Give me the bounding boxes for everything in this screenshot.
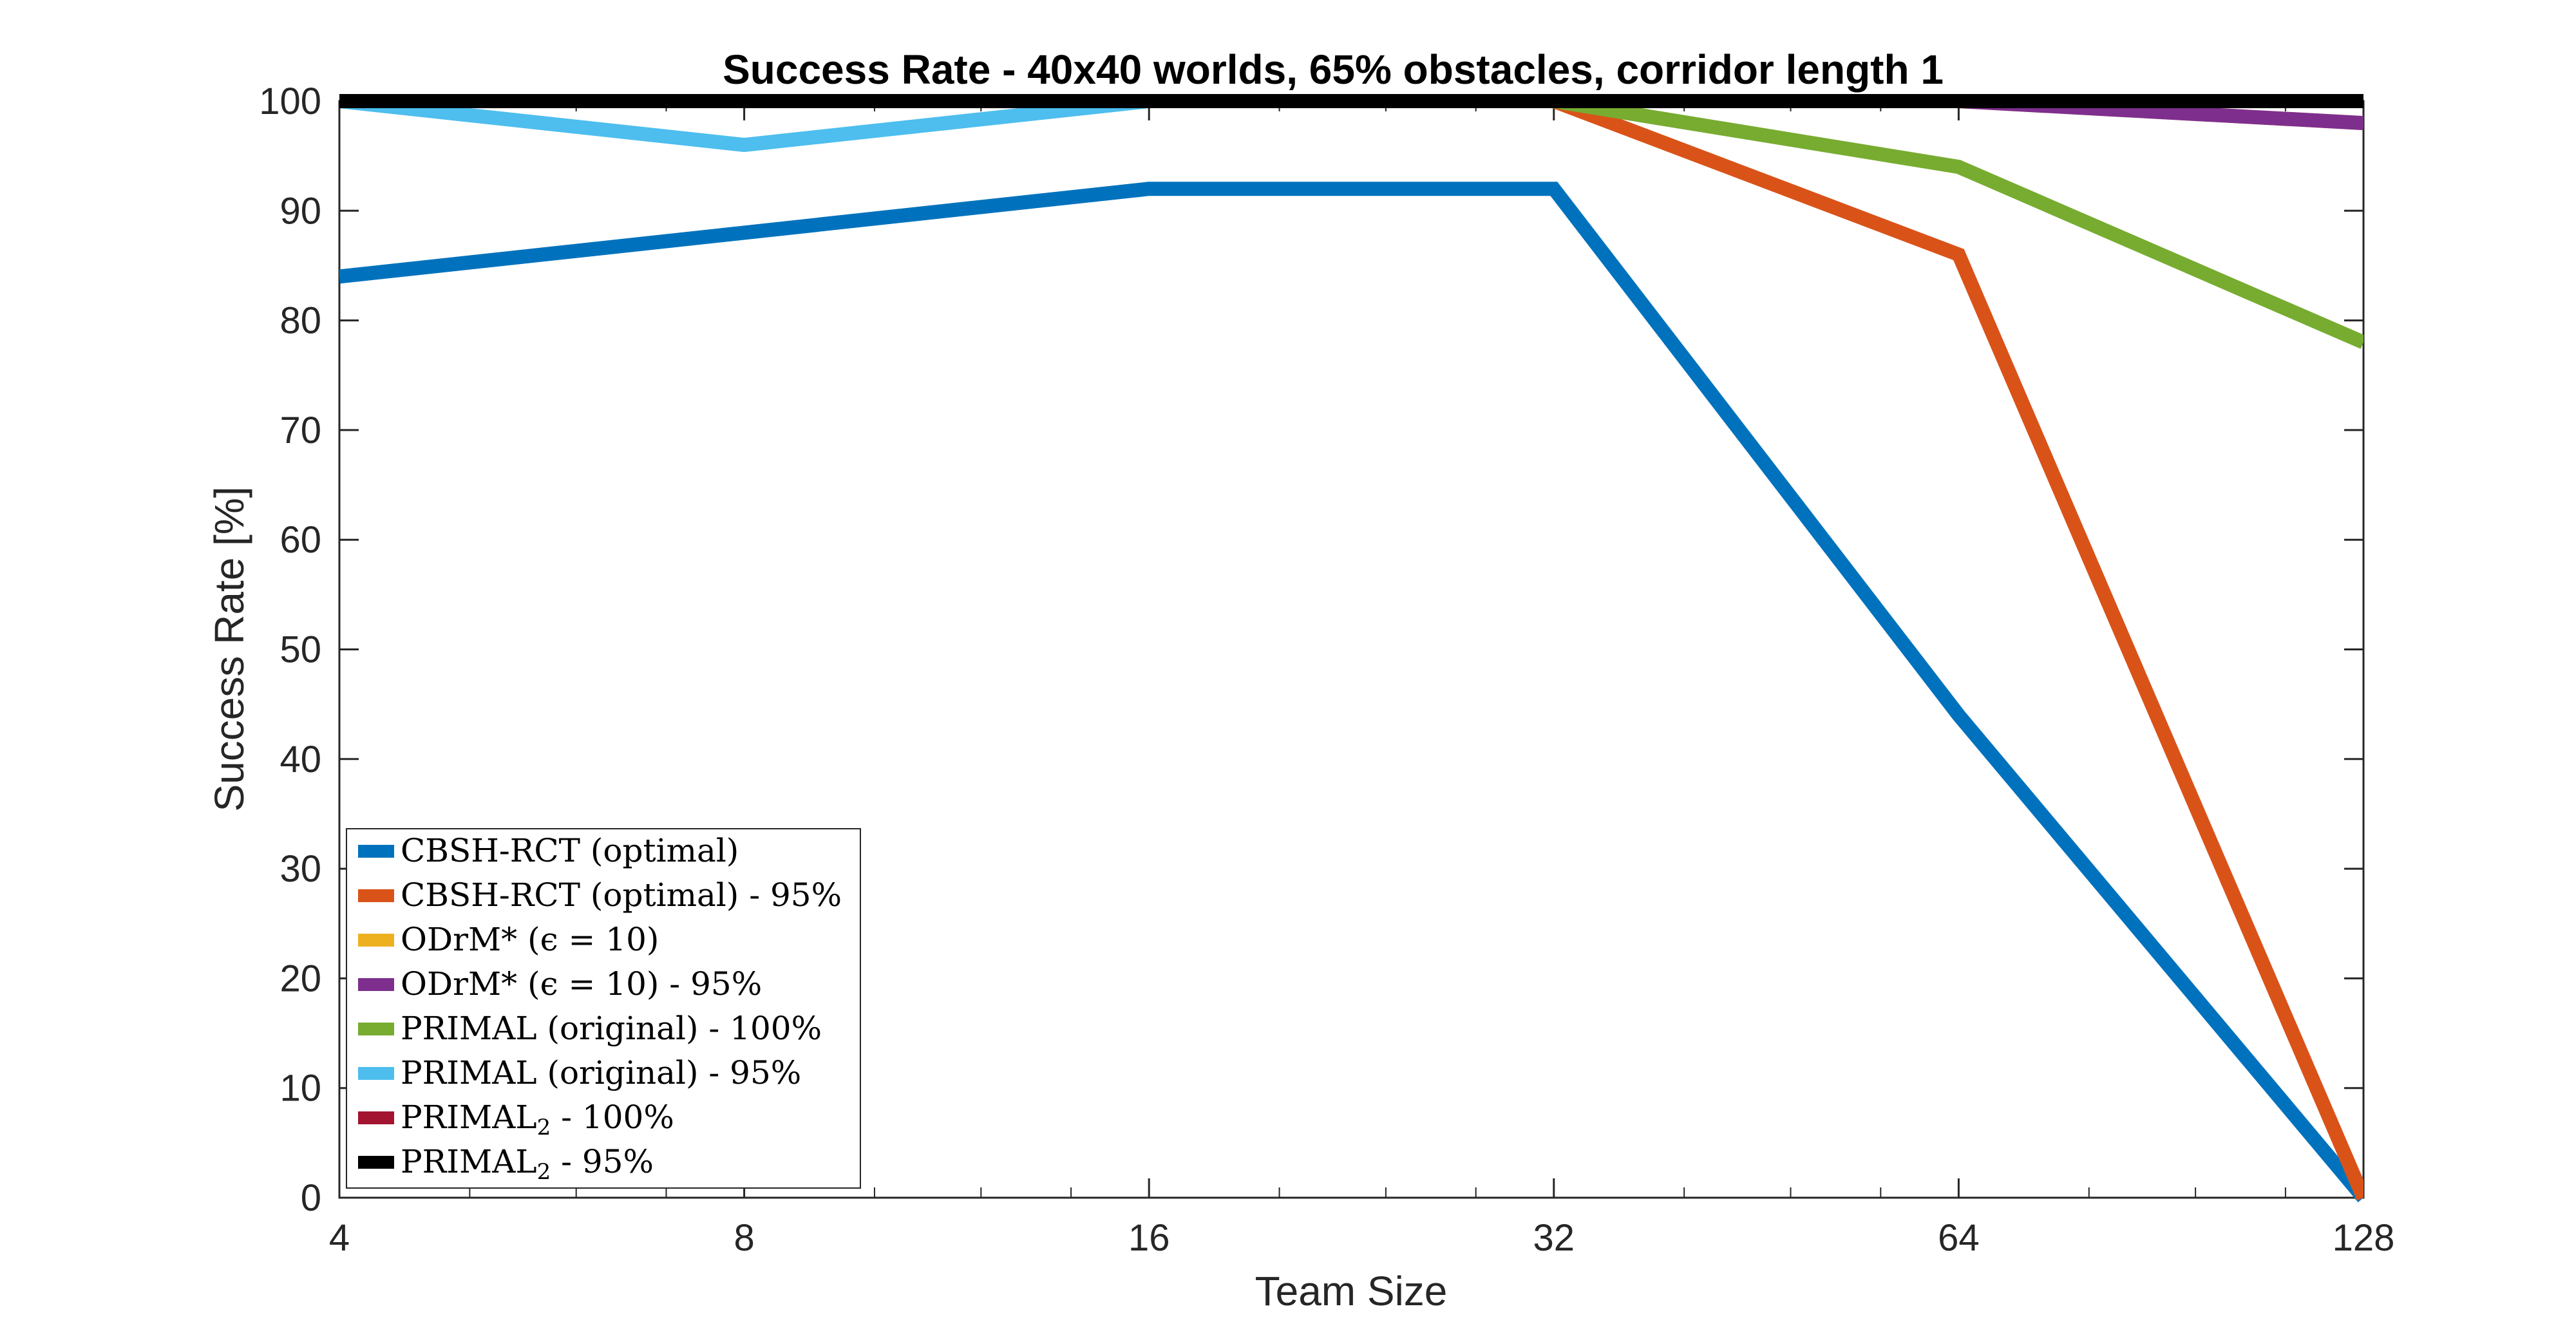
x-axis-label: Team Size: [1255, 1268, 1448, 1314]
x-tick-label: 128: [2333, 1217, 2395, 1259]
legend-label-8: PRIMAL2 - 95%: [401, 1143, 654, 1185]
y-tick-label: 0: [301, 1177, 321, 1219]
x-tick-label: 64: [1938, 1217, 1980, 1259]
y-tick-label: 50: [279, 629, 321, 671]
y-tick-label: 40: [279, 739, 321, 780]
legend-label-2: CBSH-RCT (optimal) - 95%: [401, 876, 842, 914]
legend-label-7: PRIMAL2 - 100%: [401, 1099, 674, 1140]
y-axis-label: Success Rate [%]: [206, 486, 252, 811]
y-tick-label: 90: [279, 190, 321, 232]
x-tick-label: 4: [329, 1217, 350, 1259]
y-tick-label: 60: [279, 519, 321, 561]
y-tick-label: 80: [279, 300, 321, 342]
legend: CBSH-RCT (optimal) CBSH-RCT (optimal) - 9…: [346, 828, 861, 1189]
legend-box: [346, 828, 861, 1189]
legend-label-3: ODrM* (ϵ = 10): [401, 921, 659, 958]
legend-label-6: PRIMAL (original) - 95%: [401, 1054, 801, 1091]
series-lines: [339, 94, 2363, 1203]
y-tick-label: 70: [279, 410, 321, 451]
axis-ticks: [338, 100, 2365, 1199]
y-tick-label: 100: [259, 80, 321, 122]
y-tick-label: 20: [279, 958, 321, 999]
x-tick-labels: 4 8 16 32 64 128: [329, 1217, 2395, 1259]
y-tick-label: 10: [279, 1068, 321, 1109]
y-tick-labels: 0 10 20 30 40 50 60 70 80 90 100: [259, 80, 321, 1219]
x-tick-label: 8: [734, 1217, 754, 1259]
y-tick-label: 30: [279, 848, 321, 890]
x-tick-label: 32: [1533, 1217, 1575, 1259]
series-line-1: [339, 182, 2363, 1203]
x-tick-label: 16: [1128, 1217, 1170, 1259]
chart-title: Success Rate - 40x40 worlds, 65% obstacl…: [723, 46, 1944, 93]
legend-label-1: CBSH-RCT (optimal): [401, 832, 739, 869]
legend-label-4: ODrM* (ϵ = 10) - 95%: [401, 965, 762, 1003]
legend-label-5: PRIMAL (original) - 100%: [401, 1010, 822, 1047]
